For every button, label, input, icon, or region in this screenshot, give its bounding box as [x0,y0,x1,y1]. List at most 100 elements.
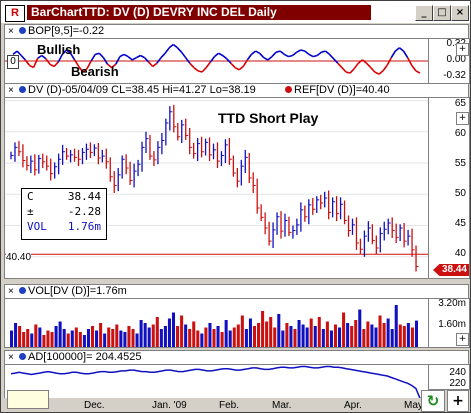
bop-line-segment [189,62,195,69]
bop-line-segment [402,50,409,59]
volume-bar [285,323,289,347]
volume-bar [143,323,147,347]
bop-line-segment [73,59,80,67]
volume-bar [261,311,265,347]
volume-chart [10,305,418,347]
volume-bar [240,315,244,347]
app-icon[interactable]: R [5,5,25,22]
bop-pane[interactable]: 0 Bullish Bearish [4,38,429,84]
title-bar: R BarChartTTD: DV (D) DEVRY INC DEL Dail… [1,1,470,23]
bop-line-segment [45,58,51,65]
volume-pane[interactable] [4,298,429,348]
price-close-icon[interactable]: × [8,85,14,96]
volume-bar [95,330,99,347]
volume-bar [378,315,382,347]
close-button[interactable]: × [451,5,469,21]
volume-bar [42,335,46,347]
bop-line-segment [185,57,191,64]
volume-bar [119,330,123,347]
price-info-box: C 38.44 ± -2.28 VOL 1.76m [21,188,107,240]
bop-line-segment [398,47,405,52]
volume-bar [159,329,163,347]
ad-scale[interactable]: 240 220 [428,364,470,390]
price-scale-label: 65 [454,98,466,109]
volume-bar [366,321,370,347]
bop-scale[interactable]: 0.32 0.00 -0.32 + [428,38,470,84]
volume-bar [103,333,107,347]
bop-line-segment [406,57,413,66]
bop-line-segment [140,54,145,59]
volume-bar [212,329,216,347]
volume-bar [402,326,406,347]
bop-line-segment [193,66,199,72]
bop-line-segment [370,67,376,73]
volume-bar [224,320,228,347]
bop-line-segment [53,61,59,68]
bop-expand-icon[interactable]: + [456,43,469,56]
refresh-icon[interactable]: ↻ [421,390,445,412]
bop-close-icon[interactable]: × [8,26,14,37]
volume-bar [317,317,321,347]
volume-bar [26,329,30,347]
volume-scale-label: 1.60m [438,319,466,330]
price-scale-label: 40 [454,248,466,259]
volume-bar [386,318,390,347]
volume-bar [374,327,378,347]
bop-line-segment [312,54,318,58]
volume-bar [155,317,159,347]
volume-bar [131,329,135,347]
price-scale-label: 45 [454,218,466,229]
ad-scale-label: 220 [449,378,466,389]
bop-line-segment [172,43,178,49]
price-series-dot-icon [19,86,26,93]
bop-line-segment [316,51,322,57]
bop-line-segment [213,52,220,58]
minimize-button[interactable]: _ [415,5,433,21]
info-key: ± [27,205,34,218]
volume-bar [293,329,297,347]
bop-line-segment [69,52,76,61]
ad-pane[interactable] [4,364,429,399]
volume-bar [30,333,34,347]
volume-close-icon[interactable]: × [8,286,14,297]
bop-line-segment [222,54,228,60]
bop-line-segment [107,63,113,69]
volume-bar [82,335,86,347]
volume-bar [14,323,18,347]
bop-line-segment [164,47,170,54]
info-key: C [27,190,34,203]
bop-line-segment [353,62,359,70]
volume-bar [362,329,366,347]
add-pane-button[interactable]: + [447,390,469,412]
price-expand-icon[interactable]: + [456,112,469,125]
volume-expand-icon[interactable]: + [456,333,469,346]
volume-bar [350,326,354,347]
ad-chart [10,365,421,398]
price-scale[interactable]: 65 60 55 50 45 40 38.44 + [428,97,470,279]
bop-line-segment [304,50,310,56]
bop-line-segment [131,56,137,61]
bop-line-segment [349,68,355,74]
ad-close-icon[interactable]: × [8,352,14,363]
volume-scale[interactable]: 3.20m 1.60m + [428,298,470,348]
volume-bar [188,329,192,347]
volume-bar [54,326,58,347]
bop-line-segment [115,56,121,65]
bop-line-segment [16,50,22,57]
bop-line-segment [324,50,331,56]
info-value: 38.44 [67,190,101,203]
volume-bar [228,330,232,347]
maximize-button[interactable]: □ [433,5,451,21]
bop-line-segment [263,56,269,61]
volume-bar [358,309,362,347]
bop-pane-header: × BOP[9,5]=-0.22 [4,24,469,39]
status-field[interactable] [7,390,49,409]
bop-line-segment [176,47,183,53]
bop-line-segment [49,63,55,68]
volume-bar [269,317,273,347]
volume-bar [200,333,204,347]
volume-bar [18,326,22,347]
volume-bar [86,329,90,347]
volume-bar [184,324,188,347]
